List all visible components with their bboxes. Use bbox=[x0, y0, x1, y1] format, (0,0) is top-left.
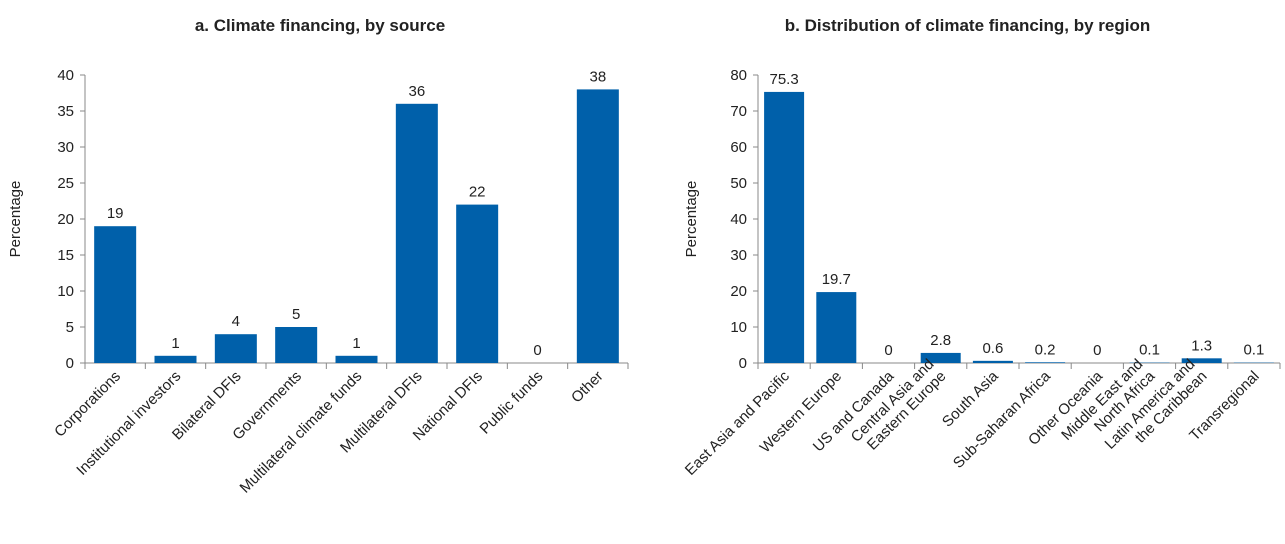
data-label: 0 bbox=[884, 342, 892, 359]
x-tick-label-line: Sub-Saharan Africa bbox=[950, 367, 1054, 471]
bar bbox=[154, 355, 197, 363]
data-label: 22 bbox=[469, 184, 486, 201]
bar bbox=[456, 204, 499, 363]
data-label: 5 bbox=[292, 306, 300, 323]
y-tick-label: 40 bbox=[730, 211, 747, 228]
x-tick-label-line: Multilateral climate funds bbox=[237, 368, 366, 497]
data-label: 75.3 bbox=[769, 71, 798, 88]
y-tick-label: 30 bbox=[730, 247, 747, 264]
data-label: 19 bbox=[107, 205, 124, 222]
bar bbox=[816, 292, 857, 363]
bar bbox=[275, 327, 318, 363]
y-tick-label: 0 bbox=[66, 355, 74, 372]
y-tick-label: 40 bbox=[57, 67, 74, 84]
y-tick-label: 30 bbox=[57, 139, 74, 156]
data-label: 0 bbox=[533, 342, 541, 359]
bar bbox=[335, 355, 378, 363]
bar bbox=[764, 91, 805, 364]
data-label: 0.6 bbox=[982, 340, 1003, 357]
bar bbox=[576, 89, 619, 364]
bar bbox=[972, 360, 1013, 363]
chart-panel-source: a. Climate financing, by source Percenta… bbox=[0, 0, 640, 544]
bar bbox=[214, 334, 257, 363]
data-label: 0.1 bbox=[1139, 342, 1160, 359]
y-tick-label: 60 bbox=[730, 139, 747, 156]
y-tick-label: 70 bbox=[730, 103, 747, 120]
x-tick-label: Other bbox=[568, 368, 607, 407]
x-tick-label: Sub-Saharan Africa bbox=[950, 367, 1054, 471]
data-label: 1.3 bbox=[1191, 337, 1212, 354]
x-tick-label: Public funds bbox=[477, 368, 547, 438]
x-tick-label: Multilateral climate funds bbox=[237, 368, 366, 497]
data-label: 1 bbox=[171, 335, 179, 352]
y-tick-label: 35 bbox=[57, 103, 74, 120]
y-tick-label: 10 bbox=[730, 319, 747, 336]
bar bbox=[395, 103, 438, 364]
y-axis-label: Percentage bbox=[683, 181, 700, 258]
bar bbox=[1181, 358, 1222, 363]
data-label: 0.1 bbox=[1243, 342, 1264, 359]
y-tick-label: 10 bbox=[57, 283, 74, 300]
data-label: 1 bbox=[352, 335, 360, 352]
data-label: 36 bbox=[408, 83, 425, 100]
chart-panel-region: b. Distribution of climate financing, by… bbox=[650, 0, 1285, 544]
bar bbox=[920, 352, 961, 363]
data-label: 4 bbox=[232, 313, 240, 330]
data-label: 0.2 bbox=[1035, 341, 1056, 358]
bar bbox=[1025, 362, 1066, 363]
data-label: 0 bbox=[1093, 342, 1101, 359]
x-tick-label-line: Institutional investors bbox=[73, 368, 184, 479]
x-tick-label-line: Public funds bbox=[477, 368, 547, 438]
y-tick-label: 20 bbox=[730, 283, 747, 300]
chart-title: b. Distribution of climate financing, by… bbox=[784, 16, 1151, 35]
chart-title: a. Climate financing, by source bbox=[194, 16, 446, 35]
y-tick-label: 15 bbox=[57, 247, 74, 264]
y-tick-label: 50 bbox=[730, 175, 747, 192]
y-tick-label: 20 bbox=[57, 211, 74, 228]
y-tick-label: 25 bbox=[57, 175, 74, 192]
data-label: 19.7 bbox=[822, 271, 851, 288]
y-axis-label: Percentage bbox=[7, 181, 24, 258]
x-tick-label-line: Other bbox=[568, 368, 607, 407]
bar bbox=[94, 226, 137, 363]
y-tick-label: 80 bbox=[730, 67, 747, 84]
y-tick-label: 0 bbox=[739, 355, 747, 372]
x-tick-label: Institutional investors bbox=[73, 368, 184, 479]
chart-source-svg: Percentage051015202530354019Corporations… bbox=[7, 67, 629, 497]
y-tick-label: 5 bbox=[66, 319, 74, 336]
data-label: 2.8 bbox=[930, 332, 951, 349]
data-label: 38 bbox=[589, 68, 606, 85]
